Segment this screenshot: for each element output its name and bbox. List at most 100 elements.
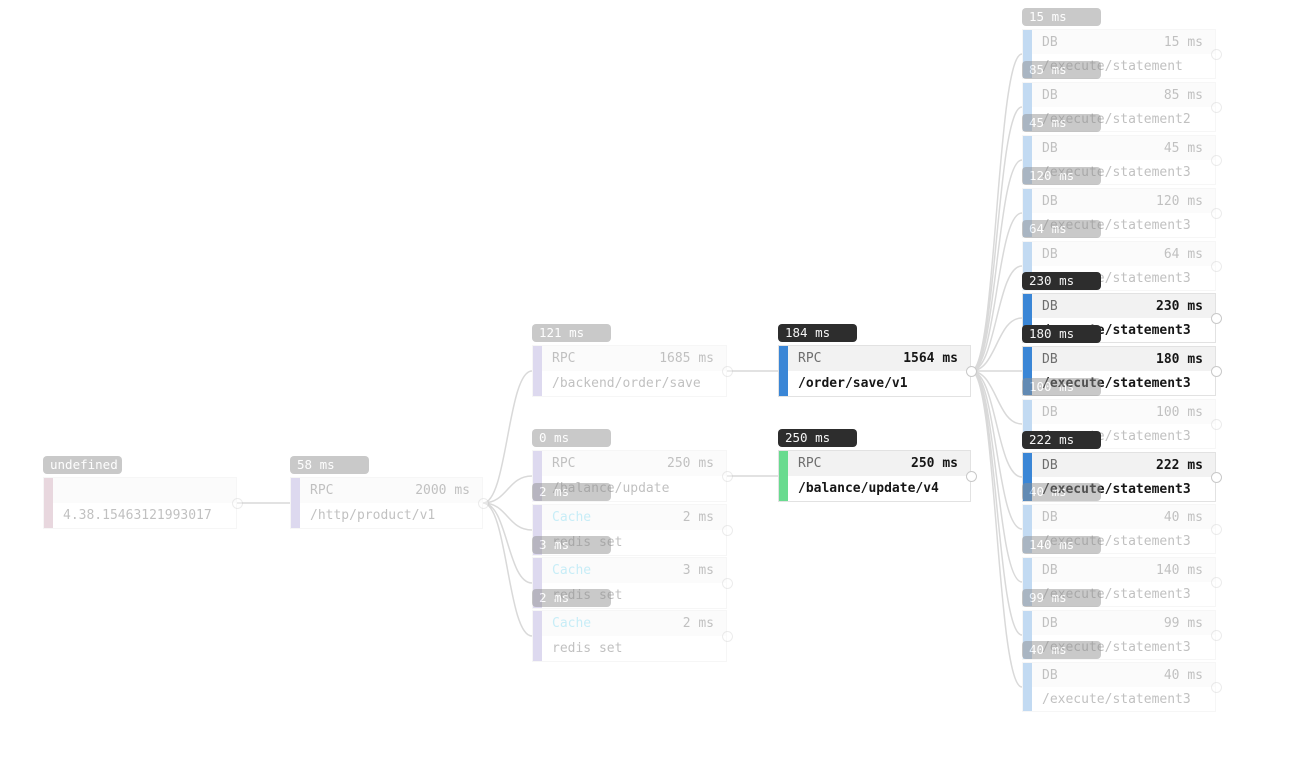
expand-toggle-db-10[interactable] <box>1210 523 1222 535</box>
span-duration: 140 ms <box>1156 562 1203 578</box>
span-path: /execute/statement3 <box>1042 691 1191 707</box>
span-type-bar <box>1023 505 1032 553</box>
span-node-db-4[interactable]: DB 120 ms /execute/statement3 <box>1022 188 1216 238</box>
span-node-cache-3[interactable]: Cache 2 ms redis set <box>532 610 727 662</box>
span-duration: 250 ms <box>911 456 958 471</box>
span-node-db-11[interactable]: DB 140 ms /execute/statement3 <box>1022 557 1216 607</box>
expand-toggle-cache-2[interactable] <box>721 577 733 589</box>
span-path-row: /balance/update <box>542 476 726 501</box>
span-path-row: /order/save/v1 <box>788 371 970 396</box>
span-duration: 100 ms <box>1156 404 1203 420</box>
span-header-row: DB 40 ms <box>1032 663 1215 687</box>
span-path: /execute/statement3 <box>1042 375 1191 391</box>
duration-badge-cache-1: 2 ms <box>532 483 611 501</box>
span-path: /http/product/v1 <box>310 508 436 523</box>
span-path-row: redis set <box>542 636 726 661</box>
span-path: /execute/statement3 <box>1042 481 1191 497</box>
span-node-db-3[interactable]: DB 45 ms /execute/statement3 <box>1022 135 1216 185</box>
expand-toggle-balance-update[interactable] <box>721 470 733 482</box>
expand-toggle-root[interactable] <box>231 497 243 509</box>
span-header-row: DB 120 ms <box>1032 189 1215 213</box>
span-type-label: DB <box>1042 615 1058 631</box>
span-type-label: DB <box>1042 34 1058 50</box>
expand-toggle-db-4[interactable] <box>1210 207 1222 219</box>
span-header-row: RPC 1685 ms <box>542 346 726 371</box>
span-node-db-10[interactable]: DB 40 ms /execute/statement3 <box>1022 504 1216 554</box>
span-type-bar <box>1023 189 1032 237</box>
expand-toggle-balance-update-v4[interactable] <box>965 470 977 482</box>
duration-badge-balance-update-v4: 250 ms <box>778 429 857 447</box>
span-duration: 40 ms <box>1163 667 1203 683</box>
span-duration: 1564 ms <box>903 351 958 366</box>
span-rows: DB 180 ms /execute/statement3 <box>1032 347 1215 395</box>
expand-toggle-db-1[interactable] <box>1210 48 1222 60</box>
expand-toggle-db-2[interactable] <box>1210 101 1222 113</box>
span-path-row: 4.38.15463121993017 <box>53 503 236 528</box>
span-type-bar <box>533 346 542 396</box>
span-node-cache-2[interactable]: Cache 3 ms redis set <box>532 557 727 609</box>
span-node-cache-1[interactable]: Cache 2 ms redis set <box>532 504 727 556</box>
expand-toggle-cache-1[interactable] <box>721 524 733 536</box>
expand-toggle-db-8[interactable] <box>1210 418 1222 430</box>
span-duration: 15 ms <box>1163 34 1203 50</box>
duration-badge-db-12: 99 ms <box>1022 589 1101 607</box>
span-rows: RPC 1685 ms /backend/order/save <box>542 346 726 396</box>
expand-toggle-db-7[interactable] <box>1210 365 1222 377</box>
span-rows: RPC 2000 ms /http/product/v1 <box>300 478 482 528</box>
expand-toggle-cache-3[interactable] <box>721 630 733 642</box>
span-node-db-2[interactable]: DB 85 ms /execute/statement2 <box>1022 82 1216 132</box>
span-header-row: Cache 3 ms <box>542 558 726 583</box>
expand-toggle-db-12[interactable] <box>1210 629 1222 641</box>
span-path-row: /execute/statement3 <box>1032 529 1215 553</box>
span-rows: RPC 1564 ms /order/save/v1 <box>788 346 970 396</box>
span-rows: DB 15 ms /execute/statement <box>1032 30 1215 78</box>
span-rows: DB 40 ms /execute/statement3 <box>1032 663 1215 711</box>
span-path-row: redis set <box>542 583 726 608</box>
span-path-row: /http/product/v1 <box>300 503 482 528</box>
span-type-label: DB <box>1042 457 1058 473</box>
span-type-bar <box>779 346 788 396</box>
duration-badge-db-7: 180 ms <box>1022 325 1101 343</box>
span-node-db-9[interactable]: DB 222 ms /execute/statement3 <box>1022 452 1216 502</box>
span-rows: Cache 3 ms redis set <box>542 558 726 608</box>
span-header-row: DB 64 ms <box>1032 242 1215 266</box>
span-node-root[interactable]: 4.38.15463121993017 <box>43 477 237 529</box>
span-node-balance-update-v4[interactable]: RPC 250 ms /balance/update/v4 <box>778 450 971 502</box>
span-node-db-1[interactable]: DB 15 ms /execute/statement <box>1022 29 1216 79</box>
expand-toggle-backend-order-save[interactable] <box>721 365 733 377</box>
expand-toggle-db-13[interactable] <box>1210 681 1222 693</box>
span-node-db-13[interactable]: DB 40 ms /execute/statement3 <box>1022 662 1216 712</box>
duration-badge-db-3: 45 ms <box>1022 114 1101 132</box>
span-node-http-product-v1[interactable]: RPC 2000 ms /http/product/v1 <box>290 477 483 529</box>
span-header-row: DB 230 ms <box>1032 294 1215 318</box>
span-type-bar <box>1023 400 1032 448</box>
span-node-backend-order-save[interactable]: RPC 1685 ms /backend/order/save <box>532 345 727 397</box>
span-node-db-7[interactable]: DB 180 ms /execute/statement3 <box>1022 346 1216 396</box>
span-path: /balance/update/v4 <box>798 481 939 496</box>
expand-toggle-db-9[interactable] <box>1210 471 1222 483</box>
span-path-row: /execute/statement3 <box>1032 687 1215 711</box>
duration-badge-db-5: 64 ms <box>1022 220 1101 238</box>
span-path: 4.38.15463121993017 <box>63 508 212 523</box>
expand-toggle-db-11[interactable] <box>1210 576 1222 588</box>
span-node-balance-update[interactable]: RPC 250 ms /balance/update <box>532 450 727 502</box>
span-type-bar <box>1023 294 1032 342</box>
duration-badge-backend-order-save: 121 ms <box>532 324 611 342</box>
span-path: /balance/update <box>552 481 670 496</box>
expand-toggle-db-5[interactable] <box>1210 260 1222 272</box>
expand-toggle-db-6[interactable] <box>1210 312 1222 324</box>
span-rows: DB 45 ms /execute/statement3 <box>1032 136 1215 184</box>
duration-badge-db-13: 40 ms <box>1022 641 1101 659</box>
span-type-bar <box>533 505 542 555</box>
expand-toggle-db-3[interactable] <box>1210 154 1222 166</box>
span-duration: 1685 ms <box>659 351 714 366</box>
expand-toggle-order-save-v1[interactable] <box>965 365 977 377</box>
span-node-order-save-v1[interactable]: RPC 1564 ms /order/save/v1 <box>778 345 971 397</box>
span-path: /execute/statement2 <box>1042 111 1191 127</box>
span-path: /execute/statement3 <box>1042 639 1191 655</box>
expand-toggle-http-product-v1[interactable] <box>477 497 489 509</box>
span-duration: 180 ms <box>1156 351 1203 367</box>
duration-badge-root: undefined <box>43 456 122 474</box>
span-node-db-12[interactable]: DB 99 ms /execute/statement3 <box>1022 610 1216 660</box>
duration-badge-db-2: 85 ms <box>1022 61 1101 79</box>
